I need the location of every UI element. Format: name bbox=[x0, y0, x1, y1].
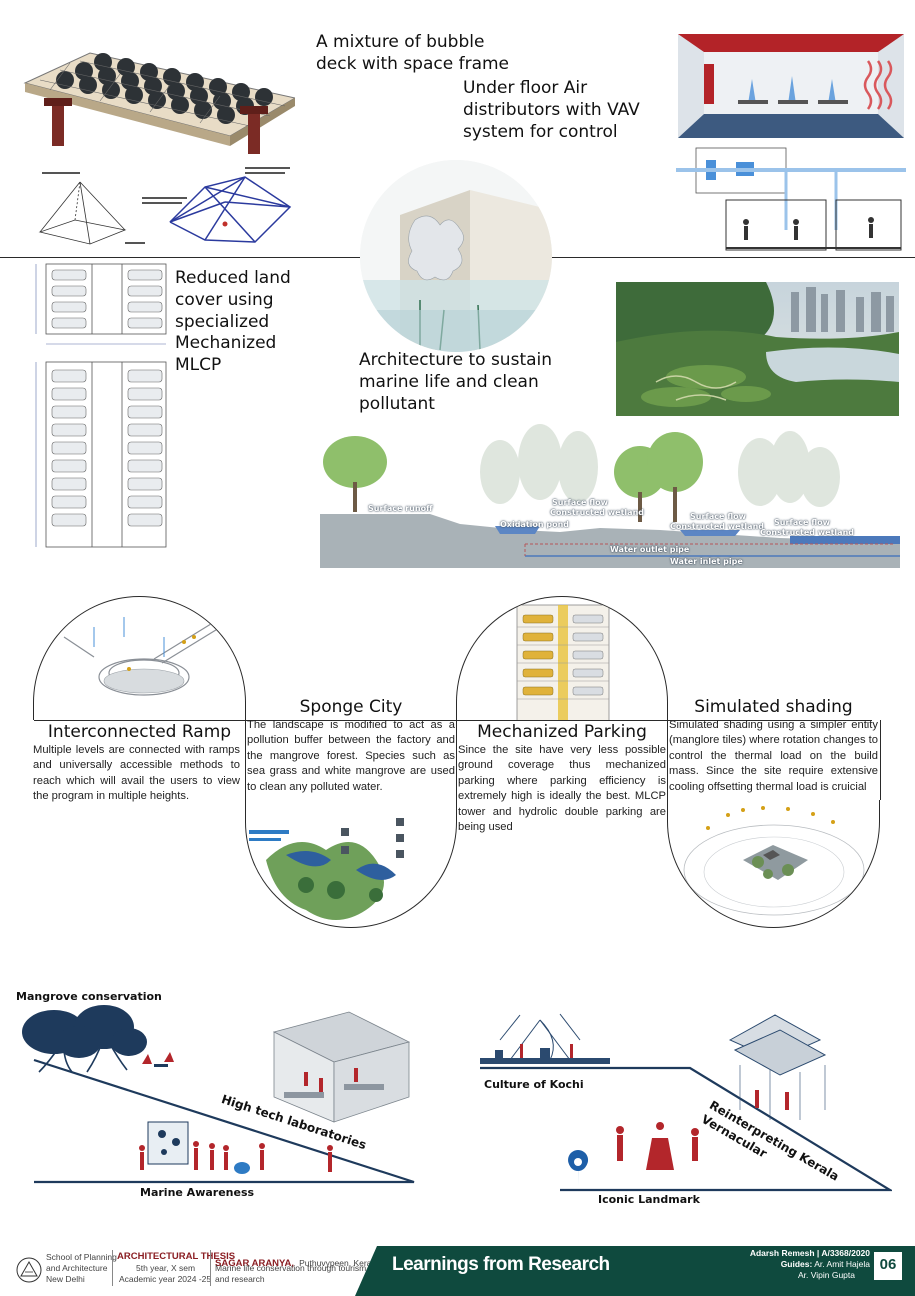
section-text-parking: Since the site have very less possible g… bbox=[458, 744, 666, 834]
school-line-3: New Delhi bbox=[46, 1274, 85, 1284]
footer-banner-bg bbox=[355, 1246, 915, 1296]
section-title-ramp: Interconnected Ramp bbox=[47, 722, 232, 742]
guide-1: Ar. Amit Hajela bbox=[814, 1259, 870, 1269]
label-constructed-wetland-1: Constructed wetland bbox=[550, 508, 644, 517]
section-title-parking: Mechanized Parking bbox=[477, 722, 647, 742]
marine-life-image bbox=[360, 160, 552, 352]
separator-3 bbox=[667, 720, 669, 800]
page-number-box bbox=[874, 1252, 902, 1280]
thesis-title: ARCHITECTURAL THESIS bbox=[117, 1251, 236, 1262]
wetland-section-diagram: Surface runoff Surface flow Constructed … bbox=[320, 422, 900, 568]
ramp-arch-frame bbox=[33, 596, 246, 720]
label-surface-flow-1: Surface flow bbox=[552, 498, 609, 507]
label-culture-of-kochi: Culture of Kochi bbox=[484, 1078, 584, 1091]
separator-4 bbox=[880, 720, 882, 800]
section-title-shading: Simulated shading bbox=[694, 697, 853, 717]
thesis-line-2: 5th year, X sem bbox=[136, 1263, 196, 1273]
vav-schematic bbox=[676, 140, 906, 255]
project-place: Puthuvypeen, Kerala bbox=[299, 1258, 379, 1268]
underfloor-air-heading: Under floor Air distributors with VAV sy… bbox=[463, 78, 640, 142]
project-name-bold: SAGAR ARANYA, bbox=[215, 1258, 295, 1269]
space-frame-diagram bbox=[30, 162, 305, 254]
page-number: 06 bbox=[879, 1256, 897, 1273]
marine-life-heading: Architecture to sustain marine life and … bbox=[359, 350, 553, 414]
mid-divider bbox=[34, 720, 872, 722]
label-iconic-landmark: Iconic Landmark bbox=[598, 1193, 700, 1206]
footer-author: Adarsh Remesh | A/3368/2020 bbox=[749, 1248, 870, 1258]
mlcp-plan-drawing bbox=[30, 262, 170, 567]
footer-banner-title: Learnings from Research bbox=[392, 1254, 610, 1275]
section-title-sponge: Sponge City bbox=[299, 697, 403, 717]
mlcp-heading: Reduced land cover using specialized Mec… bbox=[175, 268, 291, 375]
section-text-sponge: The landscape is modified to act as a po… bbox=[247, 719, 455, 793]
footer-divider-2 bbox=[210, 1250, 211, 1286]
shading-arch-frame bbox=[667, 800, 880, 928]
label-oxidation-pond: Oxidation pond bbox=[500, 520, 570, 529]
school-line-2: and Architecture bbox=[46, 1263, 108, 1273]
project-line-2: Marine life conservation through tourism bbox=[215, 1263, 367, 1273]
bubble-deck-image bbox=[20, 28, 297, 160]
label-marine-awareness: Marine Awareness bbox=[140, 1186, 255, 1199]
label-constructed-wetland-3: Constructed wetland bbox=[760, 528, 854, 537]
school-logo bbox=[16, 1254, 42, 1286]
label-surface-runoff: Surface runoff bbox=[368, 504, 433, 513]
sponge-city-arch-frame bbox=[245, 800, 457, 928]
aerial-wetland-photo bbox=[616, 282, 899, 416]
project-name: SAGAR ARANYA, Puthuvypeen, Kerala bbox=[215, 1251, 378, 1270]
section-text-ramp: Multiple levels are connected with ramps… bbox=[33, 744, 240, 803]
footer: School of Planning and Architecture New … bbox=[0, 1246, 915, 1296]
label-constructed-wetland-2: Constructed wetland bbox=[670, 522, 764, 531]
guide-2: Ar. Vipin Gupta bbox=[797, 1270, 855, 1280]
footer-divider-1 bbox=[112, 1250, 113, 1286]
thesis-line-3: Academic year 2024 -25 bbox=[119, 1274, 212, 1284]
label-water-inlet: Water inlet pipe bbox=[670, 557, 743, 566]
separator-1 bbox=[245, 720, 247, 800]
right-bottom-illustration bbox=[480, 1010, 894, 1195]
label-water-outlet: Water outlet pipe bbox=[610, 545, 690, 554]
label-surface-flow-2: Surface flow bbox=[690, 512, 747, 521]
bubble-deck-heading: A mixture of bubble deck with space fram… bbox=[316, 32, 510, 74]
left-bottom-illustration bbox=[14, 1002, 454, 1202]
school-line-1: School of Planning bbox=[46, 1252, 117, 1262]
label-mangrove-conservation: Mangrove conservation bbox=[16, 990, 162, 1003]
vav-interior-image bbox=[678, 34, 904, 138]
section-text-shading: Simulated shading using a simpler entity… bbox=[669, 719, 878, 793]
parking-arch-frame bbox=[456, 596, 668, 720]
footer-guides: Guides: Ar. Amit Hajela bbox=[735, 1259, 870, 1269]
separator-2 bbox=[456, 720, 458, 800]
label-surface-flow-3: Surface flow bbox=[774, 518, 831, 527]
project-line-3: and research bbox=[215, 1274, 265, 1284]
guides-label: Guides: bbox=[780, 1259, 813, 1269]
